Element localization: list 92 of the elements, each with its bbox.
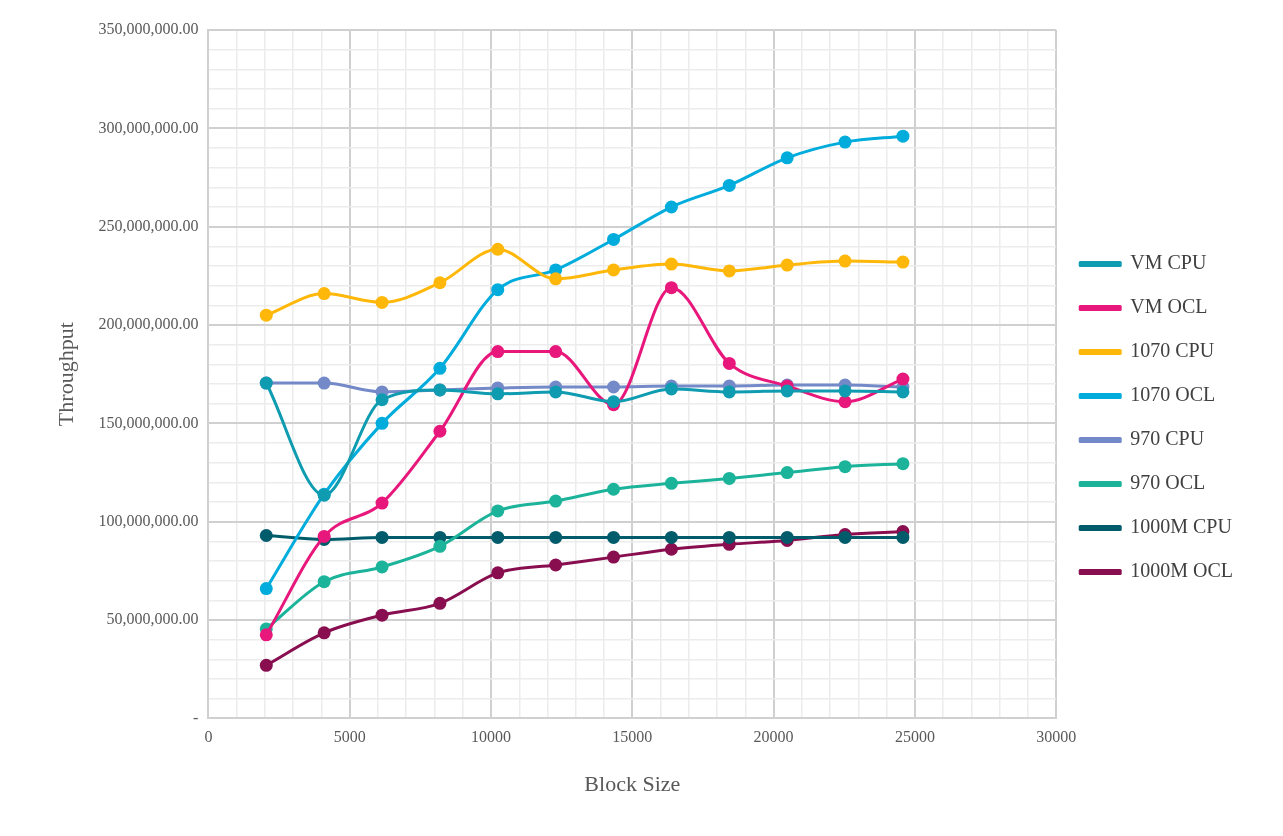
point bbox=[491, 387, 505, 401]
point bbox=[896, 457, 910, 471]
point bbox=[259, 658, 273, 672]
x-tick-label: 20000 bbox=[753, 728, 794, 746]
point bbox=[664, 281, 678, 295]
legend-label: 1070 CPU bbox=[1130, 339, 1215, 362]
point bbox=[433, 361, 447, 375]
point bbox=[607, 380, 621, 394]
point bbox=[722, 356, 736, 370]
point bbox=[433, 596, 447, 610]
x-tick-label: 10000 bbox=[471, 728, 512, 746]
point bbox=[375, 530, 389, 544]
point bbox=[722, 264, 736, 278]
legend-label: 970 CPU bbox=[1130, 427, 1205, 450]
x-axis-title: Block Size bbox=[584, 770, 681, 796]
point bbox=[722, 178, 736, 192]
legend-label: VM OCL bbox=[1130, 295, 1208, 318]
point bbox=[491, 530, 505, 544]
point bbox=[896, 255, 910, 269]
y-tick-label: 150,000,000.00 bbox=[98, 413, 199, 431]
point bbox=[722, 471, 736, 485]
point bbox=[375, 560, 389, 574]
point bbox=[317, 626, 331, 640]
y-tick-label: 350,000,000.00 bbox=[98, 20, 199, 38]
point bbox=[375, 393, 389, 407]
point bbox=[259, 528, 273, 542]
point bbox=[433, 424, 447, 438]
legend-label: 1070 OCL bbox=[1130, 383, 1216, 406]
y-tick-label: 300,000,000.00 bbox=[98, 118, 199, 136]
point bbox=[549, 530, 563, 544]
legend-label: VM CPU bbox=[1130, 251, 1207, 274]
point bbox=[317, 575, 331, 589]
point bbox=[664, 257, 678, 271]
point bbox=[375, 416, 389, 430]
point bbox=[259, 308, 273, 322]
point bbox=[664, 542, 678, 556]
point bbox=[607, 263, 621, 277]
point bbox=[549, 272, 563, 286]
y-tick-label: 50,000,000.00 bbox=[106, 610, 199, 628]
legend-label: 970 OCL bbox=[1130, 471, 1206, 494]
point bbox=[838, 395, 852, 409]
x-tick-label: 30000 bbox=[1036, 728, 1077, 746]
point bbox=[491, 283, 505, 297]
point bbox=[375, 496, 389, 510]
point bbox=[838, 254, 852, 268]
point bbox=[896, 372, 910, 386]
point bbox=[607, 530, 621, 544]
y-tick-label: 200,000,000.00 bbox=[98, 315, 199, 333]
point bbox=[780, 258, 794, 272]
y-tick-label: - bbox=[193, 708, 199, 726]
point bbox=[838, 135, 852, 149]
point bbox=[664, 476, 678, 490]
y-axis-title: Throughput bbox=[52, 322, 78, 427]
point bbox=[664, 200, 678, 214]
point bbox=[722, 530, 736, 544]
point bbox=[491, 566, 505, 580]
point bbox=[896, 129, 910, 143]
point bbox=[259, 582, 273, 596]
point bbox=[722, 385, 736, 399]
x-tick-label: 15000 bbox=[612, 728, 653, 746]
point bbox=[317, 376, 331, 390]
point bbox=[838, 384, 852, 398]
point bbox=[491, 242, 505, 256]
point bbox=[780, 384, 794, 398]
point bbox=[607, 550, 621, 564]
point bbox=[549, 345, 563, 359]
point bbox=[317, 287, 331, 301]
point bbox=[896, 530, 910, 544]
point bbox=[780, 151, 794, 165]
point bbox=[549, 494, 563, 508]
point bbox=[896, 385, 910, 399]
point bbox=[664, 530, 678, 544]
point bbox=[607, 232, 621, 246]
x-tick-label: 25000 bbox=[894, 728, 935, 746]
x-tick-label: 5000 bbox=[333, 728, 366, 746]
point bbox=[549, 385, 563, 399]
point bbox=[433, 276, 447, 290]
x-tick-label: 0 bbox=[204, 728, 213, 746]
point bbox=[259, 628, 273, 642]
point bbox=[375, 295, 389, 309]
y-tick-label: 250,000,000.00 bbox=[98, 216, 199, 234]
point bbox=[549, 558, 563, 572]
point bbox=[607, 482, 621, 496]
legend-label: 1000M CPU bbox=[1130, 515, 1233, 538]
point bbox=[491, 345, 505, 359]
point bbox=[838, 460, 852, 474]
y-tick-label: 100,000,000.00 bbox=[98, 511, 199, 529]
point bbox=[375, 608, 389, 622]
point bbox=[491, 504, 505, 518]
point bbox=[433, 539, 447, 553]
legend-label: 1000M OCL bbox=[1130, 559, 1234, 582]
point bbox=[780, 466, 794, 480]
